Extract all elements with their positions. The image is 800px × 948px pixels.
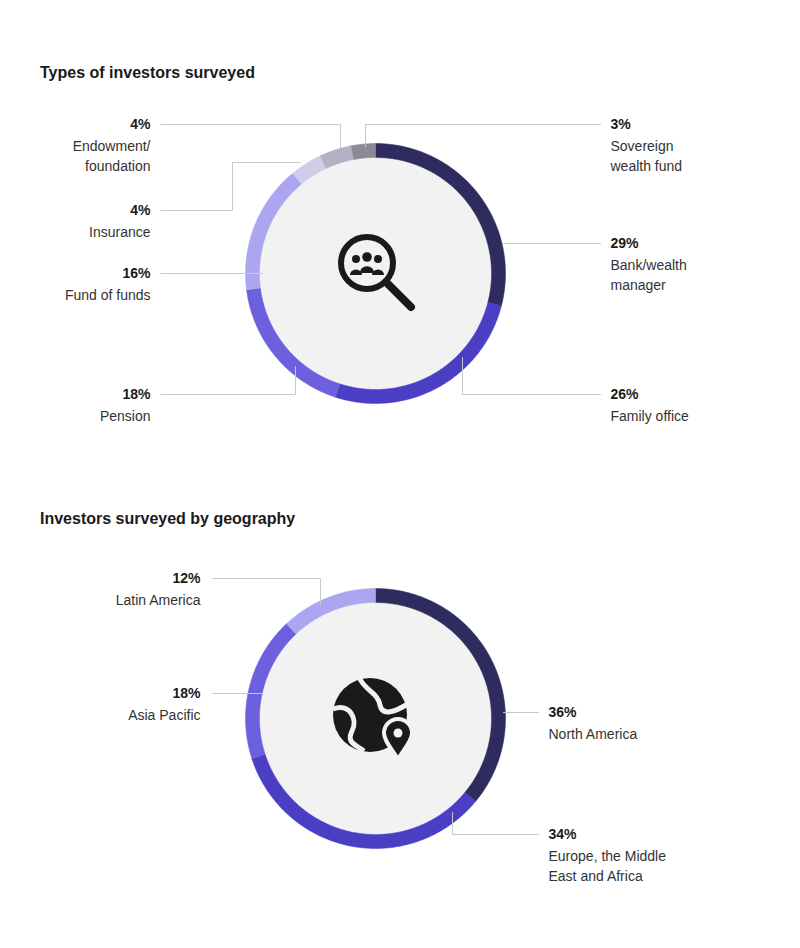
svg-text:34%: 34% — [549, 826, 578, 842]
svg-text:Europe, the MiddleEast and Afr: Europe, the MiddleEast and Africa — [549, 848, 667, 884]
svg-text:North America: North America — [549, 726, 638, 742]
svg-text:29%: 29% — [611, 235, 640, 251]
svg-text:36%: 36% — [549, 704, 578, 720]
svg-text:3%: 3% — [611, 116, 632, 132]
svg-text:Insurance: Insurance — [89, 224, 151, 240]
svg-text:Pension: Pension — [100, 408, 151, 424]
svg-text:18%: 18% — [122, 386, 151, 402]
svg-text:Latin America: Latin America — [116, 592, 201, 608]
html-text:Investors surveyed by geograph: Investors surveyed by geography — [40, 510, 296, 527]
svg-text:Sovereignwealth fund: Sovereignwealth fund — [610, 138, 683, 174]
svg-text:26%: 26% — [611, 386, 640, 402]
svg-text:4%: 4% — [130, 116, 151, 132]
svg-text:16%: 16% — [122, 265, 151, 281]
svg-text:12%: 12% — [172, 570, 201, 586]
svg-text:Bank/wealthmanager: Bank/wealthmanager — [611, 257, 687, 293]
svg-text:Endowment/foundation: Endowment/foundation — [73, 138, 151, 174]
svg-text:Fund of funds: Fund of funds — [65, 287, 151, 303]
svg-text:4%: 4% — [130, 202, 151, 218]
svg-text:18%: 18% — [172, 685, 201, 701]
svg-text:Family office: Family office — [611, 408, 690, 424]
html-text:Types of investors surveyed: Types of investors surveyed — [40, 64, 255, 81]
svg-text:Asia Pacific: Asia Pacific — [128, 707, 200, 723]
